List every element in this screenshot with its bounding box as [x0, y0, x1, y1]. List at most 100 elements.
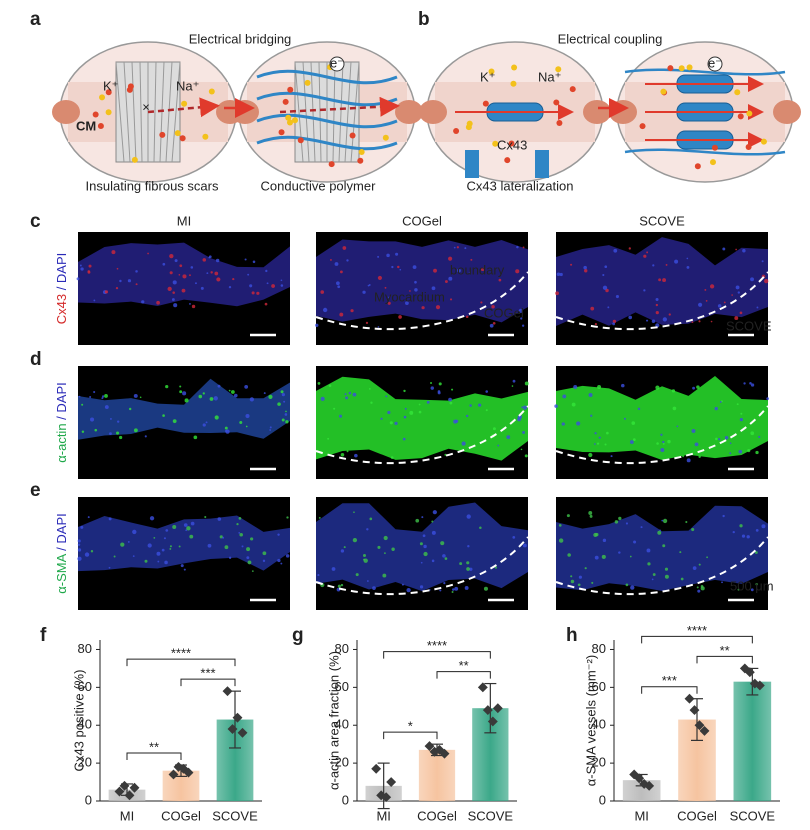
tissue-fleck — [317, 381, 321, 385]
tissue-fleck — [421, 306, 425, 310]
y-tick-label: 0 — [599, 792, 606, 807]
panel-letter: d — [30, 349, 42, 370]
tissue-fleck — [377, 255, 380, 258]
cell-end — [609, 100, 637, 124]
ion-label: Na⁺ — [538, 69, 561, 84]
significance-bracket — [126, 658, 236, 667]
tissue-fleck — [210, 271, 213, 274]
tissue-fleck — [618, 551, 621, 554]
tissue-fleck — [172, 419, 177, 424]
tissue-fleck — [262, 559, 266, 563]
tissue-fleck — [380, 417, 383, 420]
tissue-fleck — [135, 283, 138, 286]
tissue-fleck — [256, 291, 260, 295]
tissue-fleck — [492, 427, 496, 431]
tissue-fleck — [366, 580, 369, 582]
tissue-fleck — [426, 400, 430, 404]
ion-dot — [179, 135, 186, 142]
tissue-fleck — [521, 324, 525, 327]
tissue-fleck — [343, 546, 346, 549]
tissue-fleck — [249, 284, 253, 288]
tissue-fleck — [77, 548, 82, 552]
tissue-fleck — [185, 529, 188, 532]
tissue-fleck — [633, 540, 637, 544]
x-tick-label: COGel — [417, 808, 457, 823]
tissue-fleck — [573, 384, 578, 389]
data-point — [129, 782, 140, 793]
tissue-fleck — [249, 397, 254, 402]
tissue-fleck — [285, 410, 287, 413]
data-point — [168, 769, 179, 780]
ion-dot — [694, 163, 701, 170]
tissue-fleck — [522, 246, 525, 249]
tissue-fleck — [588, 511, 593, 515]
ion-label: Na⁺ — [176, 78, 199, 93]
tissue-fleck — [705, 300, 708, 302]
tissue-fleck — [403, 415, 407, 419]
tissue-fleck — [162, 262, 166, 266]
tissue-fleck — [423, 551, 428, 557]
tissue-fleck — [208, 256, 211, 259]
annotation: boundary — [450, 262, 505, 277]
tissue-fleck — [420, 561, 423, 564]
tissue-fleck — [686, 257, 689, 260]
scar-fiber — [318, 61, 322, 163]
ion-dot — [292, 117, 299, 124]
tissue-fleck — [515, 269, 520, 274]
data-point — [119, 780, 130, 791]
tissue-fleck — [680, 577, 684, 581]
tissue-fleck — [588, 393, 593, 398]
stain-label: α-actin / DAPI — [54, 382, 69, 463]
y-axis-title: α-actin area fraction (%) — [326, 651, 341, 790]
tissue-fleck — [418, 410, 422, 414]
significance-bracket — [383, 731, 438, 740]
tissue-fleck — [87, 516, 90, 519]
tissue-fleck — [512, 536, 516, 539]
tissue-fleck — [706, 556, 709, 559]
tissue-fleck — [239, 420, 243, 424]
tissue-fleck — [186, 526, 191, 531]
ion-dot — [304, 79, 311, 86]
tissue-fleck — [362, 554, 366, 558]
conductive-polymer — [256, 113, 398, 129]
tissue-fleck — [133, 428, 138, 433]
tissue-fleck — [338, 414, 343, 418]
scar-fiber — [153, 61, 157, 163]
data-point — [183, 767, 194, 778]
tissue-fleck — [739, 524, 743, 528]
data-point — [237, 727, 248, 738]
tissue-fleck — [415, 518, 420, 523]
tissue-fleck — [625, 583, 629, 587]
significance-label: **** — [687, 623, 707, 638]
tissue-fleck — [655, 310, 659, 315]
data-point — [424, 741, 435, 752]
tissue-fleck — [480, 301, 483, 304]
tissue-fleck — [266, 282, 269, 285]
tissue-fleck — [686, 265, 690, 269]
tissue-fleck — [761, 524, 766, 529]
tissue-fleck — [449, 298, 453, 301]
tissue-fleck — [404, 407, 407, 410]
tissue-fleck — [740, 412, 743, 415]
tissue-fleck — [655, 297, 659, 302]
tissue-fleck — [328, 384, 332, 387]
tissue-fleck — [81, 430, 85, 433]
significance-label: **** — [171, 646, 191, 661]
tissue-fleck — [662, 442, 665, 445]
tissue-fleck — [561, 422, 565, 426]
conductive-polymer — [256, 69, 398, 85]
tissue-fleck — [202, 258, 207, 262]
tissue-fleck — [594, 555, 599, 560]
data-point — [694, 720, 705, 731]
scar-fiber — [171, 61, 181, 163]
tissue-fleck — [277, 402, 281, 406]
tissue-fleck — [414, 288, 418, 292]
tissue-fleck — [179, 385, 182, 388]
tissue-fleck — [390, 456, 394, 459]
ion-dot — [202, 133, 209, 140]
column-title: COGel — [402, 213, 442, 228]
tissue-fleck — [156, 551, 161, 556]
tissue-fleck — [750, 588, 754, 592]
tissue-fleck — [506, 435, 511, 440]
tissue-fleck — [353, 511, 355, 514]
